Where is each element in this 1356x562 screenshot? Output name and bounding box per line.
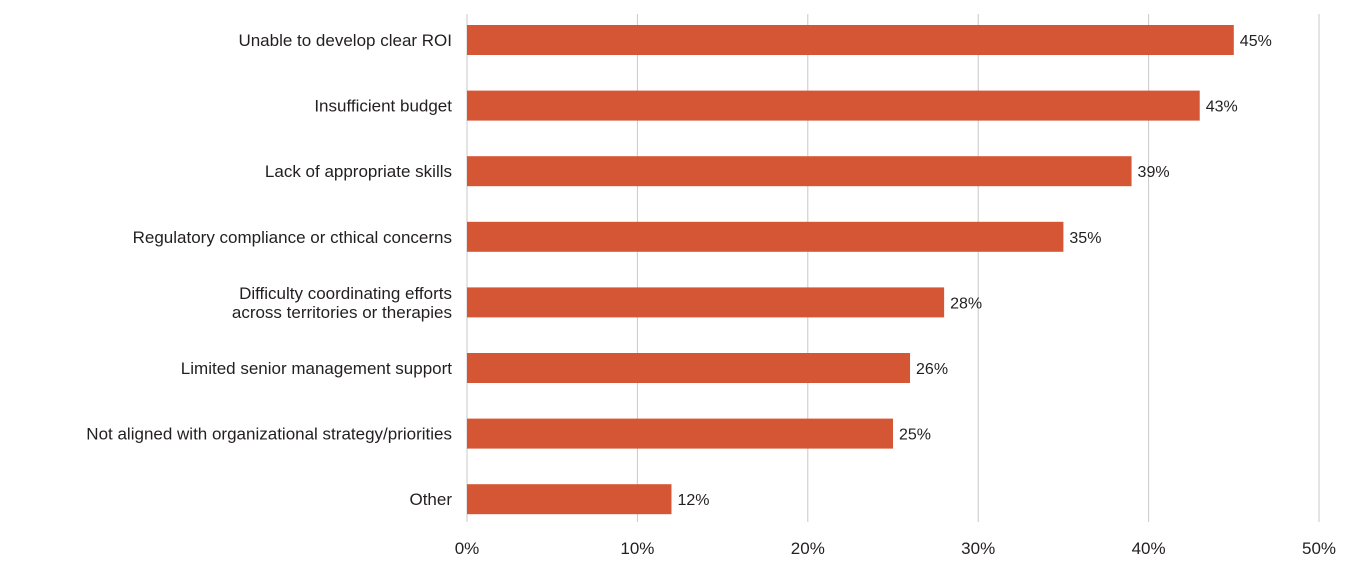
bar: [467, 353, 911, 383]
value-label: 25%: [899, 427, 931, 444]
category-label: Other: [409, 490, 452, 509]
x-axis-tick-labels: 0% 10% 20% 30% 40% 50%: [455, 539, 1336, 558]
value-label: 26%: [916, 361, 948, 378]
bar: [467, 287, 945, 318]
category-label: Limited senior management support: [181, 359, 452, 378]
bar: [467, 484, 672, 515]
category-labels: Unable to develop clear ROI Insufficient …: [86, 31, 452, 509]
category-label: Lack of appropriate skills: [265, 162, 452, 181]
x-tick-label: 10%: [620, 539, 654, 558]
value-labels: 45% 43% 39% 35% 28% 26% 25% 12%: [677, 33, 1271, 509]
category-label: Regulatory compliance or cthical concern…: [133, 228, 452, 247]
category-label: Insufficient budget: [314, 97, 452, 116]
x-tick-label: 0%: [455, 539, 480, 558]
value-label: 35%: [1069, 230, 1101, 247]
bar: [467, 156, 1132, 187]
category-label: Unable to develop clear ROI: [238, 31, 452, 50]
value-label: 45%: [1240, 33, 1272, 50]
value-label: 43%: [1206, 99, 1238, 116]
bar: [467, 25, 1234, 55]
x-tick-label: 20%: [791, 539, 825, 558]
value-label: 28%: [950, 295, 982, 312]
x-tick-label: 50%: [1302, 539, 1336, 558]
x-tick-label: 40%: [1132, 539, 1166, 558]
bar: [467, 221, 1064, 252]
bar: [467, 90, 1200, 121]
bars: [467, 25, 1234, 515]
category-label: Not aligned with organizational strategy…: [86, 425, 452, 444]
category-label: Difficulty coordinating efforts across te…: [232, 284, 452, 322]
bar: [467, 418, 893, 449]
x-tick-label: 30%: [961, 539, 995, 558]
value-label: 39%: [1138, 164, 1170, 181]
value-label: 12%: [677, 492, 709, 509]
